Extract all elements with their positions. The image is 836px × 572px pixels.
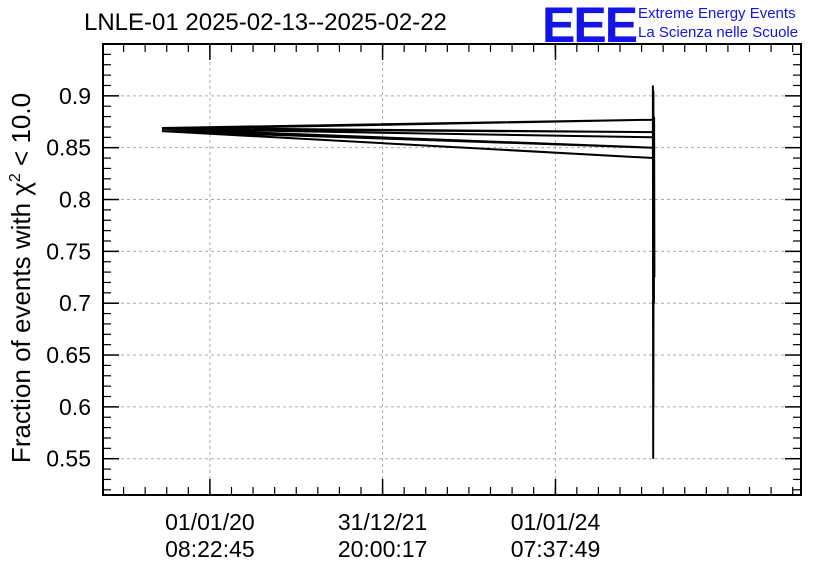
y-tick-label: 0.7 (59, 290, 91, 316)
series-line (161, 85, 656, 459)
y-axis-label: Fraction of events with χ2 < 10.0 (6, 93, 36, 463)
y-axis-label-prefix: Fraction of events with (6, 196, 36, 463)
x-tick-label-time: 08:22:45 (165, 536, 255, 562)
y-tick-label: 0.55 (46, 446, 91, 472)
y-axis-label-suffix: < 10.0 (6, 93, 36, 173)
x-tick-label-date: 01/01/20 (165, 509, 255, 535)
y-tick-label: 0.9 (59, 83, 91, 109)
axis-ticks (103, 44, 801, 495)
y-tick-label: 0.6 (59, 394, 91, 420)
x-tick-label-time: 20:00:17 (338, 536, 428, 562)
eee-logo: EEE (542, 0, 638, 53)
logo-caption: Extreme Energy Events La Scienza nelle S… (638, 4, 798, 42)
logo-caption-line-1: Extreme Energy Events (638, 5, 796, 22)
tick-labels: 0.55 0.6 0.65 0.7 0.75 0.8 0.85 0.9 01/01/2008:2… (46, 83, 600, 562)
grid-lines (103, 44, 801, 495)
plot-frame (102, 43, 802, 496)
y-tick-label: 0.85 (46, 135, 91, 161)
x-tick-label-date: 31/12/21 (338, 509, 428, 535)
y-axis-label-superscript: 2 (7, 173, 24, 182)
y-axis-label-symbol: χ (6, 182, 36, 196)
y-tick-label: 0.65 (46, 342, 91, 368)
chart-title: LNLE-01 2025-02-13--2025-02-22 (84, 9, 447, 36)
y-tick-label: 0.75 (46, 238, 91, 264)
x-tick-label-time: 07:37:49 (511, 536, 601, 562)
y-tick-label: 0.8 (59, 187, 91, 213)
x-tick-label-date: 01/01/24 (511, 509, 601, 535)
logo-caption-line-2: La Scienza nelle Scuole (638, 24, 799, 41)
